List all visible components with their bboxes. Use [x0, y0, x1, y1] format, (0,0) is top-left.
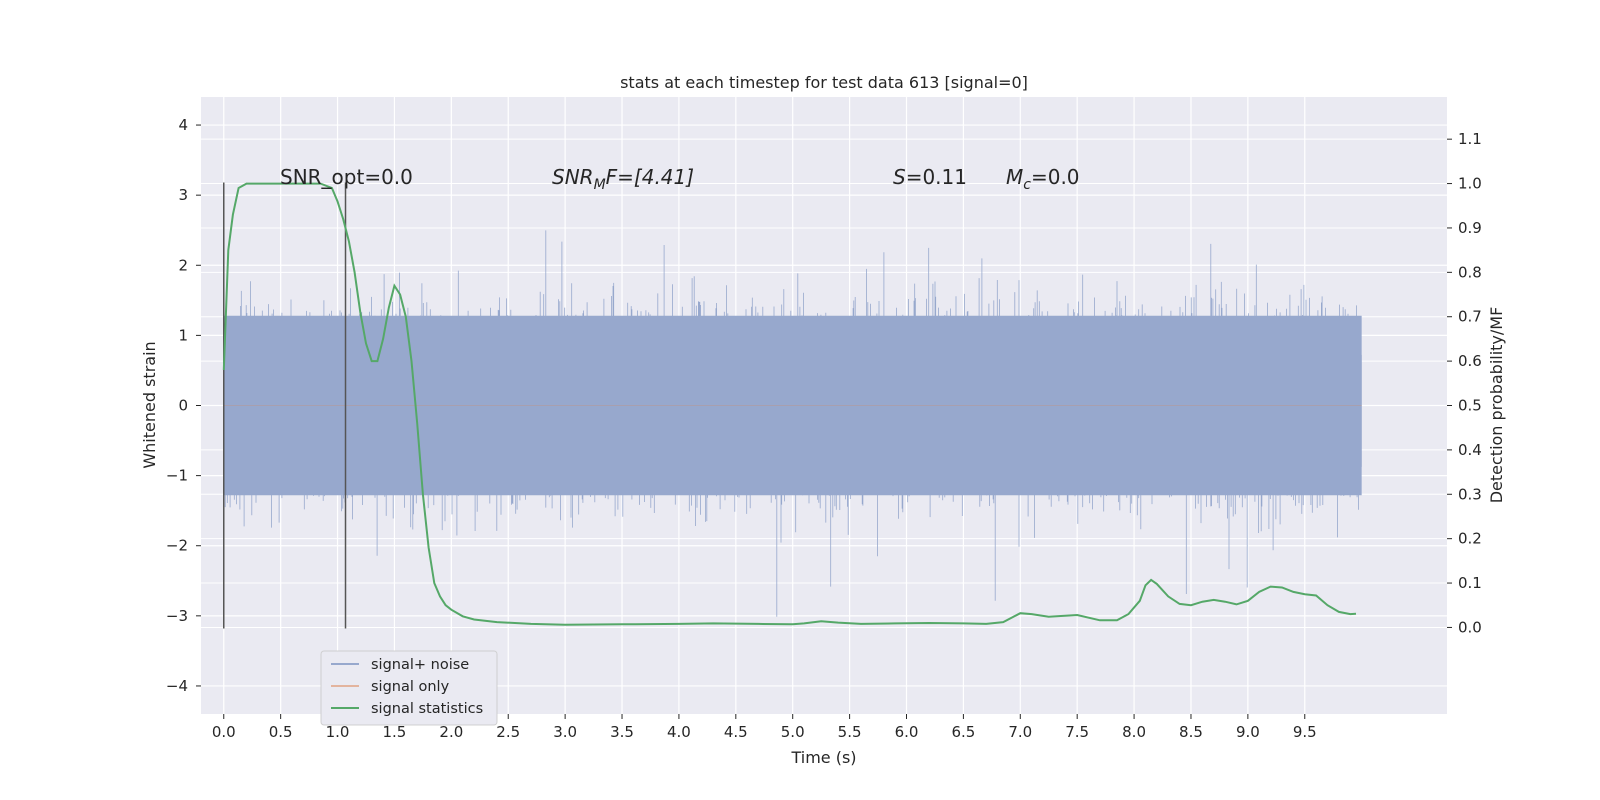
- y2-tick-3: 0.8: [1458, 263, 1482, 281]
- annotation-mc: Mc=0.0: [1006, 165, 1080, 193]
- chart-title: stats at each timestep for test data 613…: [620, 73, 1028, 92]
- y-tick-7: −3: [166, 607, 188, 625]
- x-tick-11: 5.5: [838, 723, 862, 741]
- y-tick-5: −1: [166, 467, 188, 485]
- x-tick-6: 3.0: [553, 723, 577, 741]
- x-axis-ticks: 0.0 0.5 1.0 1.5 2.0 2.5 3.0 3.5 4.0 4.5 5.0 5.5 6.0 6…: [212, 714, 1317, 741]
- annotation-snr-opt: SNR_opt=0.0: [280, 165, 413, 189]
- y2-axis-label: Detection probability/MF: [1487, 307, 1506, 504]
- x-tick-14: 7.0: [1008, 723, 1032, 741]
- y-tick-6: −2: [166, 537, 188, 555]
- x-tick-12: 6.0: [895, 723, 919, 741]
- y2-tick-4: 0.7: [1458, 308, 1482, 326]
- y2-tick-1: 1.0: [1458, 175, 1482, 193]
- x-tick-0: 0.0: [212, 723, 236, 741]
- vertical-markers: [223, 182, 347, 629]
- y-tick-1: 3: [178, 186, 188, 204]
- x-tick-13: 6.5: [951, 723, 975, 741]
- x-tick-16: 8.0: [1122, 723, 1146, 741]
- y-tick-2: 2: [178, 256, 188, 274]
- y-axis-label: Whitened strain: [140, 341, 159, 468]
- x-tick-17: 8.5: [1179, 723, 1203, 741]
- y2-tick-2: 0.9: [1458, 219, 1482, 237]
- y2-tick-7: 0.4: [1458, 441, 1482, 459]
- series-signal-statistics: [222, 182, 1357, 626]
- y2-tick-10: 0.1: [1458, 574, 1482, 592]
- legend-label-signal-only: signal only: [371, 679, 450, 695]
- y2-tick-6: 0.5: [1458, 397, 1482, 415]
- x-tick-4: 2.0: [439, 723, 463, 741]
- x-tick-10: 5.0: [781, 723, 805, 741]
- series-signal-noise: [223, 230, 1362, 617]
- x-tick-3: 1.5: [383, 723, 407, 741]
- y-tick-4: 0: [178, 397, 188, 415]
- x-tick-19: 9.5: [1293, 723, 1317, 741]
- legend-label-signal-statistics: signal statistics: [371, 701, 483, 717]
- y2-axis-ticks: 1.1 1.0 0.9 0.8 0.7 0.6 0.5 0.4 0.3 0.2 0.1 0.0: [1447, 130, 1482, 636]
- x-axis-label: Time (s): [790, 748, 856, 767]
- x-tick-18: 9.0: [1236, 723, 1260, 741]
- legend-frame: [320, 650, 498, 726]
- x-tick-5: 2.5: [496, 723, 520, 741]
- x-tick-1: 0.5: [269, 723, 293, 741]
- x-tick-7: 3.5: [610, 723, 634, 741]
- y2-tick-5: 0.6: [1458, 352, 1482, 370]
- noise-core: [223, 315, 1362, 496]
- y-tick-8: −4: [166, 677, 188, 695]
- x-tick-15: 7.5: [1065, 723, 1089, 741]
- x-tick-2: 1.0: [326, 723, 350, 741]
- x-tick-9: 4.5: [724, 723, 748, 741]
- y-tick-0: 4: [178, 116, 188, 134]
- y2-tick-11: 0.0: [1458, 618, 1482, 636]
- y2-tick-0: 1.1: [1458, 130, 1482, 148]
- y2-tick-8: 0.3: [1458, 485, 1482, 503]
- y-axis-ticks: 4 3 2 1 0 −1 −2 −3 −4: [166, 116, 201, 695]
- y2-tick-9: 0.2: [1458, 530, 1482, 548]
- annotation-snr-mf: SNRMF=[4.41]: [552, 165, 694, 193]
- legend: signal+ noise signal only signal statist…: [320, 650, 498, 726]
- annotation-s: S=0.11: [893, 165, 967, 189]
- legend-label-signal-noise: signal+ noise: [371, 657, 469, 673]
- y-tick-3: 1: [178, 326, 188, 344]
- x-tick-8: 4.0: [667, 723, 691, 741]
